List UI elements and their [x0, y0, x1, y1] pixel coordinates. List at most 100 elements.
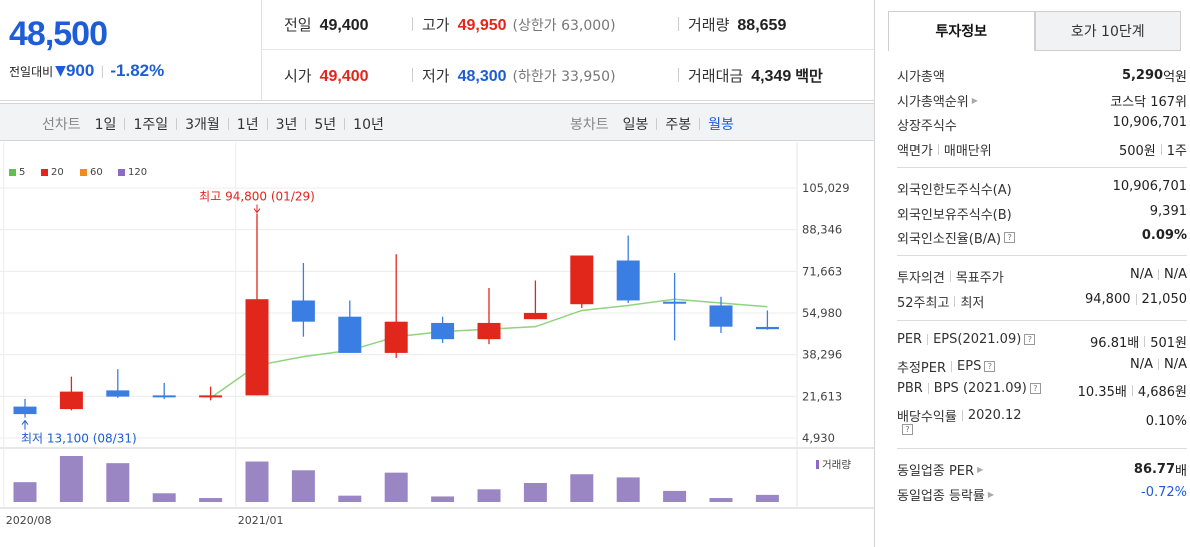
candle-period-option[interactable]: 월봉	[708, 117, 734, 133]
toolbar-divider	[124, 118, 126, 130]
divider	[1135, 293, 1137, 305]
legend-swatch	[80, 169, 87, 176]
stock-chart: 5 20 60 120 105,029 88,346 71,663 54,980 38,296…	[0, 142, 874, 547]
info-row: 동일업종 PER ▶ 86.77 배	[897, 456, 1187, 481]
info-value-text-2: N/A	[1164, 267, 1187, 282]
caret-right-icon[interactable]: ▶	[977, 465, 984, 474]
candle-body	[663, 301, 687, 304]
line-period-option[interactable]: 1주일	[133, 117, 169, 133]
open-value: 49,400	[319, 68, 369, 85]
info-row: 시가총액 5,290 억원	[897, 62, 1187, 87]
tab-orderbook[interactable]: 호가 10단계	[1034, 11, 1181, 51]
info-key-label: 추정PER	[897, 360, 947, 376]
info-key-label: 시가총액순위	[897, 94, 969, 110]
info-key-label-2: 2020.12	[967, 407, 1022, 423]
toolbar-divider	[227, 118, 229, 130]
volume-bar	[59, 456, 83, 502]
legend-swatch	[41, 169, 48, 176]
candle-period-option[interactable]: 주봉	[665, 117, 692, 133]
info-row: 외국인소진율(B/A)? 0.09%	[897, 224, 1187, 249]
info-row: 배당수익률 2020.12? 0.10%	[897, 402, 1187, 440]
legend-label: 120	[128, 167, 148, 178]
info-key: 52주최고 최저	[897, 292, 984, 311]
info-key-label: 액면가	[897, 143, 933, 159]
volume-label: 거래량	[688, 16, 730, 34]
x-tick-label: 2021/01	[238, 514, 284, 527]
info-value-text: 9,391	[1149, 203, 1187, 219]
line-period-option[interactable]: 10년	[353, 117, 384, 133]
volume-value: 88,659	[737, 17, 787, 34]
tab-invest-info[interactable]: 투자정보	[888, 11, 1035, 51]
volume-bar	[755, 494, 779, 502]
line-period-option[interactable]: 1년	[236, 117, 259, 133]
candle-chart-periods: 봉차트 일봉 주봉 월봉	[570, 114, 734, 134]
upper-limit: (상한가 63,000)	[512, 18, 616, 34]
info-value-text: 10.35배	[1077, 385, 1127, 400]
high-value: 49,950	[457, 17, 507, 34]
info-key-label-2: 매매단위	[943, 143, 992, 159]
candle-body	[384, 321, 408, 353]
x-tick-label: 2020/08	[6, 514, 52, 527]
candle-period-option[interactable]: 일봉	[622, 117, 649, 133]
info-value: N/A N/A	[1130, 357, 1187, 372]
info-row: 추정PER EPS? N/A N/A	[897, 353, 1187, 378]
line-period-option[interactable]: 3개월	[185, 117, 220, 133]
candle-body	[431, 322, 455, 340]
line-period-option[interactable]: 1일	[94, 117, 117, 133]
stat-row-2: 시가 49,400 저가 48,300 (하한가 33,950) 거래대금 4,…	[262, 51, 874, 101]
line-period-option[interactable]: 3년	[275, 117, 298, 133]
info-row: 액면가 매매단위 500원 1주	[897, 136, 1187, 161]
help-icon[interactable]: ?	[1024, 334, 1036, 345]
info-row: 시가총액순위 ▶ 코스닥 167위	[897, 87, 1187, 112]
divider	[961, 409, 963, 421]
info-value: 86.77 배	[1134, 460, 1187, 479]
info-row: 동일업종 등락률 ▶ -0.72%	[897, 481, 1187, 506]
price-summary: 48,500 전일대비 ▼ 900 | -1.82%	[0, 0, 262, 101]
volume-bar	[245, 461, 269, 502]
candle-body	[755, 326, 779, 330]
info-value: 94,800 21,050	[1085, 292, 1187, 307]
info-row: 52주최고 최저 94,800 21,050	[897, 288, 1187, 313]
info-key-label: 상장주식수	[897, 119, 957, 134]
chart-toolbar: 선차트 1일 1주일 3개월 1년 3년 5년 10년 봉차트 일봉 주봉 월봉	[0, 103, 874, 141]
volume-bar	[523, 482, 547, 502]
info-key: 외국인소진율(B/A)?	[897, 228, 1016, 247]
price-stats: 전일 49,400 고가 49,950 (상한가 63,000) 거래량 88,…	[262, 0, 874, 101]
candle-body	[477, 322, 501, 340]
help-icon[interactable]: ?	[1004, 232, 1016, 243]
info-value-bold: 5,290	[1121, 68, 1164, 83]
legend-label: 5	[19, 167, 26, 178]
info-value-text: 96.81배	[1090, 336, 1140, 351]
y-tick-label: 38,296	[802, 348, 842, 362]
volume-bar	[152, 493, 176, 502]
line-period-option[interactable]: 5년	[314, 117, 337, 133]
info-value-text-2: 4,686원	[1137, 385, 1187, 400]
info-key-label-2: EPS	[957, 358, 982, 374]
toolbar-divider	[656, 118, 658, 130]
divider: |	[100, 64, 105, 78]
info-value: 10,906,701	[1113, 179, 1187, 194]
y-tick-label: 88,346	[802, 223, 842, 237]
valuation-section: PER EPS(2021.09)? 96.81배 501원 추정PER EPS? N/A N/…	[897, 320, 1187, 440]
help-icon[interactable]: ?	[984, 360, 996, 372]
info-key: 외국인보유주식수(B)	[897, 204, 1012, 223]
divider	[949, 271, 951, 282]
prev-close-value: 49,400	[319, 17, 369, 34]
caret-right-icon[interactable]: ▶	[987, 489, 995, 499]
candle-body	[709, 305, 733, 327]
help-icon[interactable]: ?	[902, 423, 913, 435]
info-key: 외국인한도주식수(A)	[897, 179, 1012, 198]
caret-right-icon[interactable]: ▶	[971, 95, 978, 105]
help-icon[interactable]: ?	[1029, 383, 1041, 394]
info-key-label: 배당수익률	[897, 409, 957, 425]
info-value-text: 0.10%	[1145, 413, 1187, 429]
info-value-bold: 0.09%	[1141, 228, 1187, 243]
divider	[1158, 358, 1159, 370]
legend-label: 60	[90, 167, 103, 178]
info-value: 10,906,701	[1113, 115, 1187, 130]
legend-item: 120	[118, 167, 147, 178]
legend-label: 20	[51, 167, 64, 178]
info-key-label: 동일업종 PER	[897, 464, 975, 479]
